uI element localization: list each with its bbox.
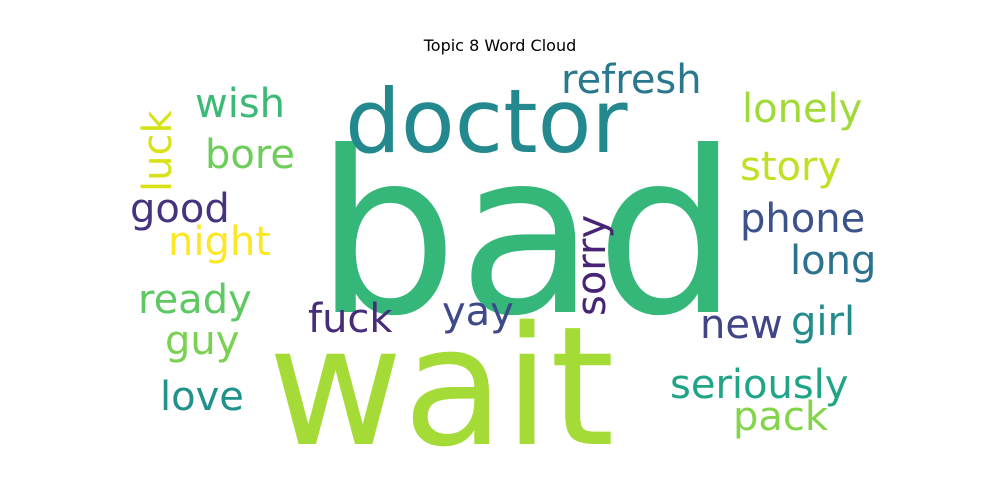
word-lonely: lonely — [742, 86, 862, 132]
word-wait: wait — [268, 291, 615, 483]
word-girl: girl — [791, 299, 855, 345]
word-night: night — [168, 219, 271, 265]
word-ready: ready — [138, 277, 252, 323]
word-pack: pack — [733, 394, 829, 440]
word-long: long — [790, 238, 876, 284]
word-yay: yay — [442, 289, 514, 335]
word-love: love — [160, 374, 244, 420]
word-story: story — [740, 144, 841, 190]
word-good: good — [130, 186, 230, 232]
word-seriously: seriously — [670, 362, 848, 408]
word-bore: bore — [205, 132, 295, 178]
word-new: new — [700, 302, 783, 348]
word-refresh: refresh — [561, 57, 702, 103]
word-fuck: fuck — [308, 296, 393, 342]
word-doctor: doctor — [345, 70, 628, 173]
word-luck: luck — [135, 110, 181, 192]
chart-title: Topic 8 Word Cloud — [423, 36, 577, 55]
word-guy: guy — [165, 318, 239, 364]
word-wish: wish — [195, 81, 285, 127]
word-bad: bad — [315, 104, 739, 366]
word-phone: phone — [740, 196, 865, 242]
word-sorry: sorry — [569, 215, 615, 316]
